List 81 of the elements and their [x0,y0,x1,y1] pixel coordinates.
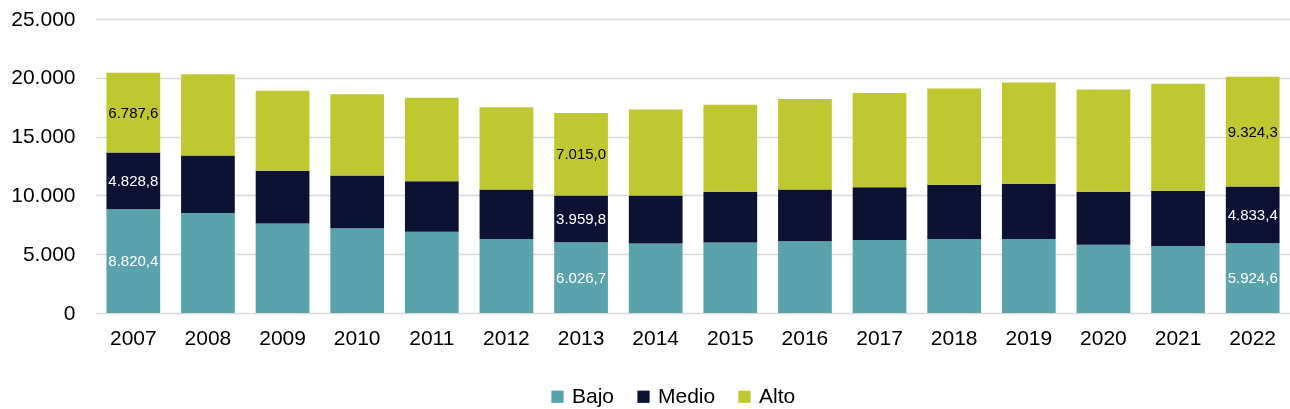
data-label: 8.820,4 [108,252,159,270]
y-tick-label: 0 [63,300,76,324]
data-label: 5.924,6 [1227,269,1278,287]
bar [106,72,161,153]
bar [1151,190,1205,246]
bar [778,241,832,313]
bar [330,228,385,313]
bar [703,242,758,313]
bar [628,109,683,196]
bar [479,238,534,313]
y-tick-label: 20.000 [11,65,76,89]
data-label: 9.324,3 [1227,122,1278,140]
bar [330,175,385,229]
bar [181,155,235,214]
x-tick-label: 2007 [109,325,157,349]
bar [255,90,310,171]
bar [106,209,161,313]
bar [330,94,385,176]
data-label: 7.015,0 [556,145,607,163]
x-tick-label: 2022 [1229,325,1277,349]
x-tick-label: 2018 [930,325,978,349]
bar [927,184,982,239]
bar [703,191,758,243]
legend-label: Bajo [572,383,615,407]
data-label: 4.833,4 [1227,205,1278,223]
bar [852,93,907,188]
bar [778,98,832,190]
x-tick-label: 2020 [1080,325,1127,349]
bar [1076,244,1131,313]
x-tick-label: 2017 [856,325,903,349]
x-tick-label: 2012 [483,325,530,349]
bar [628,195,683,244]
bar [404,97,459,182]
y-tick-label: 25.000 [11,6,76,30]
x-tick-label: 2009 [259,325,306,349]
bar [927,88,982,185]
legend-label: Medio [658,383,716,407]
x-tick-label: 2013 [557,325,605,349]
bar [1001,183,1056,239]
bar [554,242,608,313]
data-label: 6.026,7 [556,268,607,286]
bar [255,170,310,224]
bar [404,181,459,232]
x-tick-label: 2014 [632,325,680,349]
x-tick-label: 2015 [706,325,754,349]
y-tick-label: 5.000 [22,241,76,265]
bar [404,231,459,313]
bar [778,189,832,242]
bar [927,238,982,313]
bar [554,113,608,196]
data-label: 6.787,6 [108,103,159,121]
x-tick-label: 2008 [184,325,232,349]
x-tick-label: 2011 [409,325,455,349]
bar [1076,191,1131,245]
y-tick-label: 15.000 [11,124,76,148]
x-tick-label: 2010 [333,325,381,349]
bar [1225,243,1280,313]
x-tick-label: 2019 [1005,325,1053,349]
data-label: 4.828,8 [108,171,159,189]
bar [479,189,534,239]
bar [628,243,683,313]
bar [1001,238,1056,313]
bar [852,187,907,241]
bar [479,107,534,190]
x-tick-label: 2021 [1154,325,1202,349]
bar [703,104,758,192]
bar [1225,76,1280,187]
bar [1151,245,1205,313]
bar [181,74,235,156]
bar [106,152,161,210]
bar [1151,83,1205,191]
bar [1076,89,1131,192]
data-label: 3.959,8 [556,209,607,227]
x-tick-label: 2016 [781,325,829,349]
bar [1001,82,1056,184]
bar [1225,186,1280,244]
bar [852,240,907,313]
bar [181,213,235,313]
legend-label: Alto [759,383,796,407]
bar [255,223,310,313]
y-tick-label: 10.000 [11,182,76,206]
